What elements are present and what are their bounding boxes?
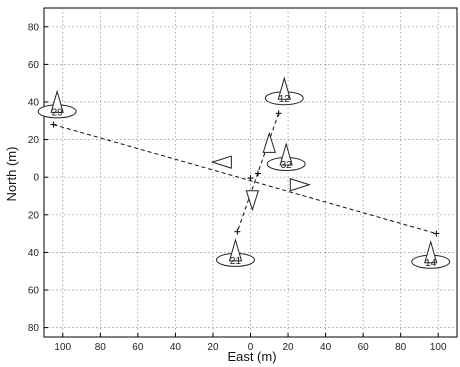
y-tick-labels: 80 60 40 20 0 20 40 60 80 xyxy=(28,22,40,334)
satellites: 29 12 32 21 14 xyxy=(37,76,451,269)
direction-arrow xyxy=(210,155,232,169)
x-tick-label: 60 xyxy=(132,342,144,353)
satellite-marker: 14 xyxy=(411,239,451,269)
x-tick-label: 40 xyxy=(170,342,182,353)
y-tick-label: 20 xyxy=(28,135,40,146)
x-tick-label: 0 xyxy=(248,342,254,353)
y-tick-label: 80 xyxy=(28,22,40,33)
satellite-label: 32 xyxy=(281,160,293,171)
cross-marker xyxy=(433,230,440,237)
x-tick-label: 100 xyxy=(54,342,71,353)
satellite-marker: 12 xyxy=(264,76,304,106)
x-tick-label: 60 xyxy=(358,342,370,353)
cross-marker xyxy=(275,110,282,117)
y-tick-label: 20 xyxy=(28,210,40,221)
grid xyxy=(44,8,457,337)
cross-marker xyxy=(234,228,241,235)
y-tick-label: 60 xyxy=(28,286,40,297)
x-tick-labels: 100 80 60 40 20 0 20 40 60 80 100 xyxy=(54,342,447,353)
satellite-label: 29 xyxy=(52,107,64,118)
x-tick-label: 20 xyxy=(207,342,219,353)
cross-marker xyxy=(50,121,57,128)
x-tick-label: 80 xyxy=(95,342,107,353)
direction-arrow xyxy=(289,178,311,192)
y-tick-label: 0 xyxy=(33,173,39,184)
x-tick-label: 20 xyxy=(282,342,294,353)
direction-arrow xyxy=(245,190,260,212)
x-tick-label: 40 xyxy=(320,342,332,353)
y-tick-label: 60 xyxy=(28,60,40,71)
satellite-label: 21 xyxy=(230,256,242,267)
y-axis-label: North (m) xyxy=(4,147,19,202)
x-tick-label: 80 xyxy=(395,342,407,353)
satellite-label: 12 xyxy=(279,94,291,105)
tracks xyxy=(53,113,437,235)
satellite-track xyxy=(53,124,437,235)
satellite-marker: 32 xyxy=(266,142,306,172)
cross-markers xyxy=(50,110,440,237)
y-tick-label: 80 xyxy=(28,323,40,334)
direction-arrow xyxy=(262,131,276,153)
satellite-marker: 29 xyxy=(37,89,77,119)
x-axis-label: East (m) xyxy=(227,349,276,364)
satellite-label: 14 xyxy=(425,258,437,269)
direction-arrows xyxy=(210,131,311,212)
cross-marker xyxy=(247,175,254,182)
satellite-marker: 21 xyxy=(215,238,255,267)
cross-marker xyxy=(255,170,262,177)
y-tick-label: 40 xyxy=(28,98,40,109)
x-tick-label: 100 xyxy=(430,342,447,353)
y-tick-label: 40 xyxy=(28,248,40,259)
